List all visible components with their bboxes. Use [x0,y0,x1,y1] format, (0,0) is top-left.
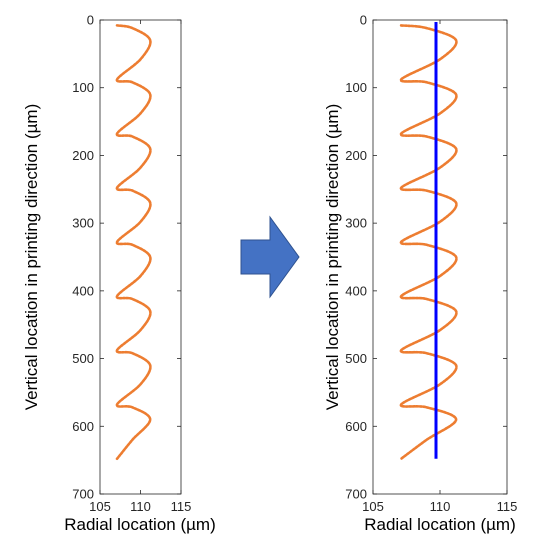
x-tick-label: 115 [171,499,192,514]
helix-series-line [399,24,458,461]
helix-series-line [115,24,152,461]
x-tick-label: 105 [89,499,111,514]
y-tick-label: 300 [72,216,94,231]
y-tick-label: 400 [345,283,367,298]
x-axis-label: Radial location (µm) [64,515,216,534]
x-axis-label: Radial location (µm) [364,515,516,534]
y-tick-label: 100 [72,80,94,95]
plot-frame [372,19,508,495]
y-tick-label: 100 [345,80,367,95]
x-axis: 105 110 115 [362,20,517,514]
y-tick-label: 400 [72,283,94,298]
x-tick-label: 115 [497,499,518,514]
y-tick-label: 0 [87,13,94,28]
plot-area [115,24,152,461]
right-arrow-icon [240,215,300,299]
plot-area [399,22,458,461]
y-axis-label: Vertical location in printing direction … [22,104,41,410]
plot-frame [99,19,182,495]
y-tick-label: 600 [345,419,367,434]
x-tick-label: 110 [430,499,451,514]
y-axis-label: Vertical location in printing direction … [323,104,342,410]
y-tick-label: 600 [72,419,94,434]
x-tick-label: 105 [362,499,384,514]
y-tick-label: 200 [72,148,94,163]
x-axis: 105 110 115 [89,20,191,514]
y-axis: 0 100 200 300 400 500 600 700 [72,13,181,502]
chart-right: 0 100 200 300 400 500 600 700 105 110 115 Radial … [323,13,517,535]
y-tick-label: 200 [345,148,367,163]
y-tick-label: 700 [72,487,94,502]
x-tick-label: 110 [130,499,151,514]
y-tick-label: 300 [345,216,367,231]
y-tick-label: 700 [345,487,367,502]
chart-left: 0 100 200 300 400 500 600 700 105 110 115 Radial … [22,13,216,535]
y-axis: 0 100 200 300 400 500 600 700 [345,13,507,502]
y-tick-label: 500 [345,351,367,366]
y-tick-label: 0 [360,13,367,28]
y-tick-label: 500 [72,351,94,366]
